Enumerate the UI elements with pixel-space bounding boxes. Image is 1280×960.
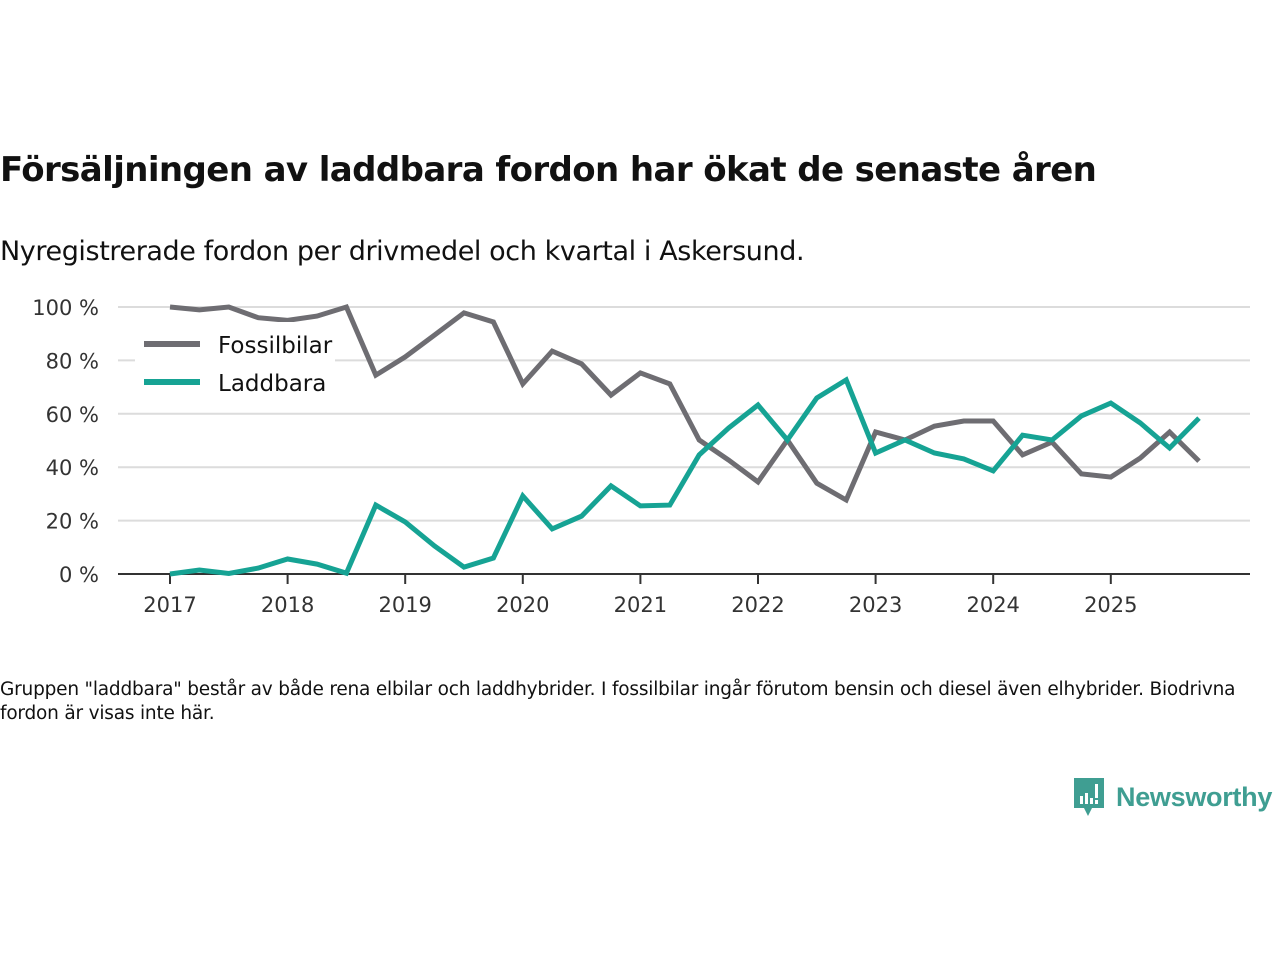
- x-tick-label: 2018: [261, 593, 314, 617]
- legend-label: Laddbara: [218, 371, 326, 397]
- series-line-laddbara: [169, 376, 1201, 577]
- x-tick-label: 2023: [849, 593, 902, 617]
- y-tick-label: 40 %: [46, 456, 99, 480]
- x-axis: 2017 2018 2019 2020 2021 2022 2023 2024 2025: [118, 573, 1250, 617]
- x-tick-label: 2024: [966, 593, 1019, 617]
- y-tick-label: 60 %: [46, 403, 99, 427]
- legend-background: [135, 322, 335, 404]
- series-lines: [169, 303, 1201, 577]
- y-tick-label: 0 %: [59, 563, 99, 587]
- x-tick-label: 2020: [496, 593, 549, 617]
- y-axis-ticks: 0 % 20 % 40 % 60 % 80 % 100 %: [32, 296, 99, 587]
- x-tick-label: 2025: [1084, 593, 1137, 617]
- newsworthy-logo: Newsworthy: [1072, 776, 1272, 818]
- x-tick-label: 2019: [378, 593, 431, 617]
- legend: Fossilbilar Laddbara: [135, 322, 335, 404]
- legend-label: Fossilbilar: [218, 333, 333, 359]
- line-chart: 0 % 20 % 40 % 60 % 80 % 100 % 2017 2018 2019 202…: [32, 296, 1250, 617]
- x-tick-label: 2022: [731, 593, 784, 617]
- footnote: Gruppen "laddbara" består av både rena e…: [0, 679, 1236, 724]
- series-line-fossilbilar: [169, 303, 1201, 504]
- x-tick-label: 2017: [143, 593, 196, 617]
- newsworthy-logo-icon: [1074, 778, 1104, 816]
- y-tick-label: 100 %: [32, 296, 99, 320]
- brand-name: Newsworthy: [1116, 781, 1273, 812]
- y-tick-label: 80 %: [46, 349, 99, 373]
- chart-title: Försäljningen av laddbara fordon har öka…: [0, 150, 1097, 190]
- chart-subtitle: Nyregistrerade fordon per drivmedel och …: [0, 236, 805, 267]
- y-tick-label: 20 %: [46, 510, 99, 534]
- x-tick-label: 2021: [614, 593, 667, 617]
